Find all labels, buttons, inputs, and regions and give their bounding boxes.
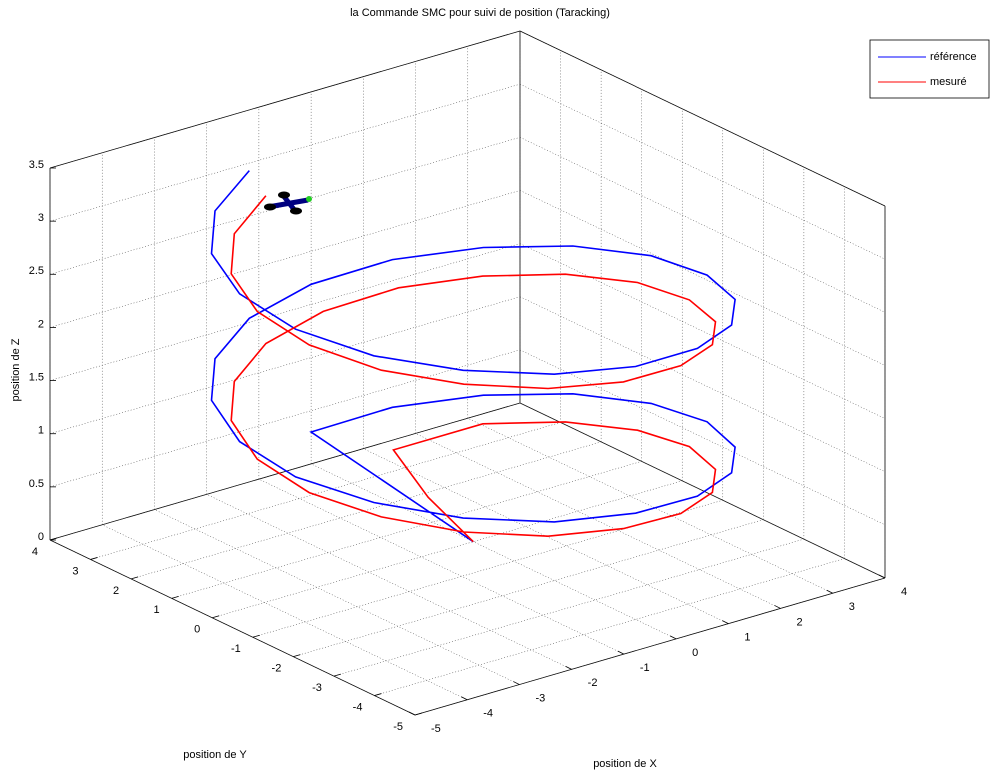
z-tick-label: 2.5 — [29, 265, 44, 277]
y-tick-label: 0 — [194, 624, 200, 636]
x-tick-label: 3 — [849, 601, 855, 613]
tick-mark — [461, 697, 467, 700]
x-tick-label: 1 — [744, 632, 750, 644]
grid — [50, 31, 885, 715]
grid-line — [520, 84, 885, 259]
grid-line — [293, 520, 763, 657]
chart: la Commande SMC pour suivi de position (… — [0, 0, 991, 772]
x-axis-label: position de X — [593, 758, 657, 770]
x-tick-label: -4 — [483, 708, 493, 720]
y-tick-label: -2 — [272, 663, 282, 675]
legend-box — [870, 40, 989, 98]
y-tick-label: -3 — [312, 682, 322, 694]
grid-line — [50, 350, 520, 487]
tick-mark — [334, 674, 341, 676]
z-tick-label: 0.5 — [29, 478, 44, 490]
tick-mark — [409, 712, 415, 715]
x-tick-label: -2 — [588, 677, 598, 689]
z-axis-label: position de Z — [10, 338, 22, 401]
legend-label: mesuré — [930, 76, 967, 88]
quadrotor-rotor — [278, 192, 290, 199]
tick-mark — [172, 596, 179, 598]
y-tick-label: -4 — [353, 701, 363, 713]
grid-line — [520, 190, 885, 365]
x-tick-label: 2 — [797, 616, 803, 628]
tick-mark — [374, 694, 381, 696]
tick-mark — [827, 590, 833, 593]
grid-line — [520, 137, 885, 312]
y-tick-label: 4 — [32, 546, 38, 558]
tick-mark — [879, 575, 885, 578]
z-tick-label: 1.5 — [29, 371, 44, 383]
x-tick-label: -1 — [640, 662, 650, 674]
tick-mark — [415, 713, 422, 715]
y-tick-label: -5 — [393, 721, 403, 733]
y-tick-label: -1 — [231, 643, 241, 655]
grid-line — [520, 244, 885, 419]
quadrotor-nose — [306, 196, 312, 202]
axis-edge — [415, 578, 885, 715]
tick-mark — [293, 655, 300, 657]
quadrotor-icon — [264, 192, 312, 215]
x-tick-label: -3 — [535, 692, 545, 704]
tick-mark — [566, 666, 572, 669]
grid-line — [50, 244, 520, 381]
y-tick-label: 1 — [154, 604, 160, 616]
grid-line — [416, 433, 781, 608]
y-axis-label: position de Y — [183, 749, 247, 761]
tick-mark — [618, 651, 624, 654]
grid-line — [311, 464, 676, 639]
tick-mark — [131, 577, 138, 579]
tick-mark — [253, 635, 260, 637]
axis-edge — [50, 403, 520, 540]
legend-label: référence — [930, 51, 976, 63]
series-line — [212, 171, 736, 542]
z-tick-label: 3 — [38, 212, 44, 224]
z-tick-label: 2 — [38, 318, 44, 330]
y-tick-label: 3 — [72, 565, 78, 577]
grid-line — [374, 559, 844, 696]
quadrotor-rotor — [290, 208, 302, 215]
grid-line — [50, 297, 520, 434]
grid-line — [334, 539, 804, 676]
z-tick-label: 0 — [38, 531, 44, 543]
series-line — [231, 196, 715, 542]
y-tick-label: 2 — [113, 585, 119, 597]
legend: référence mesuré — [870, 40, 989, 98]
tick-mark — [775, 605, 781, 608]
grid-line — [91, 422, 561, 559]
chart-title: la Commande SMC pour suivi de position (… — [350, 7, 610, 19]
tick-mark — [670, 636, 676, 639]
quadrotor-rotor — [264, 204, 276, 211]
tick-mark — [513, 682, 519, 685]
grid-line — [259, 479, 624, 654]
grid-line — [131, 442, 601, 579]
tick-mark — [91, 557, 98, 559]
tick-mark — [722, 621, 728, 624]
x-tick-label: 0 — [692, 647, 698, 659]
grid-line — [50, 190, 520, 327]
x-tick-label: 4 — [901, 586, 907, 598]
tick-mark — [212, 616, 219, 618]
x-tick-label: -5 — [431, 723, 441, 735]
plot-lines — [212, 171, 736, 542]
grid-line — [520, 297, 885, 472]
grid-line — [212, 481, 682, 618]
z-tick-label: 3.5 — [29, 159, 44, 171]
grid-line — [172, 461, 642, 598]
z-tick-label: 1 — [38, 425, 44, 437]
grid-line — [468, 418, 833, 593]
